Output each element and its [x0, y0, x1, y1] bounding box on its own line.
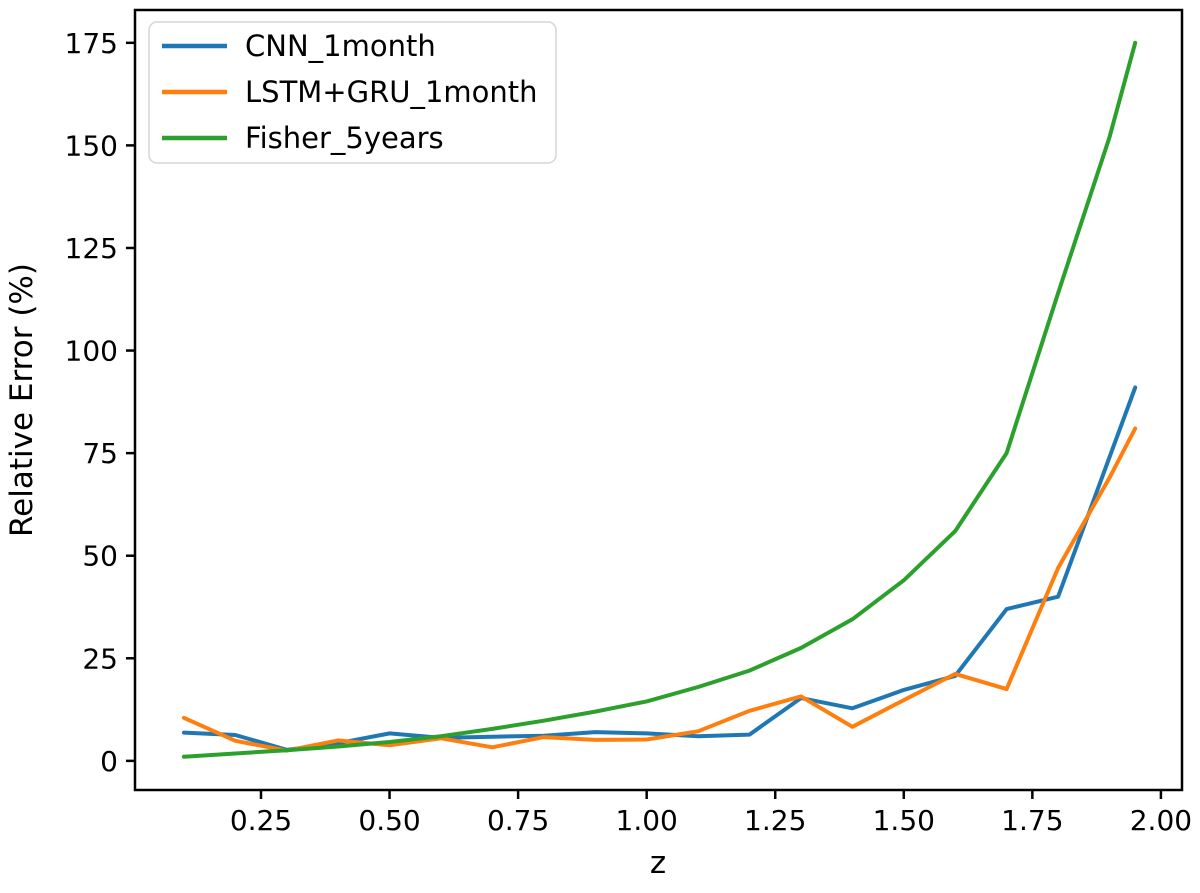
- y-tick-label: 75: [82, 437, 118, 470]
- x-tick-label: 0.25: [230, 804, 292, 837]
- legend-label: Fisher_5years: [245, 121, 444, 155]
- y-tick-label: 175: [65, 27, 118, 60]
- plot-area: 0.25 0.50 0.75 1.00 1.25 1.50 1.75 2.00 0 25 50 75 1…: [65, 8, 1192, 837]
- x-tick-label: 1.75: [1001, 804, 1063, 837]
- legend-frame: [148, 21, 557, 164]
- y-tick-label: 150: [65, 129, 118, 162]
- legend-item: CNN_1month: [162, 29, 436, 63]
- y-axis-label: Relative Error (%): [4, 263, 40, 537]
- y-tick-label: 0: [100, 745, 118, 778]
- y-tick-label: 125: [65, 232, 118, 265]
- y-tick-label: 25: [82, 642, 118, 675]
- legend-label: LSTM+GRU_1month: [245, 75, 538, 109]
- x-tick-label: 2.00: [1130, 804, 1192, 837]
- x-tick-label: 1.25: [744, 804, 806, 837]
- axes-frame: [133, 8, 1184, 792]
- legend-item: Fisher_5years: [162, 121, 444, 155]
- x-tick-label: 1.50: [873, 804, 935, 837]
- y-tick-label: 50: [82, 540, 118, 573]
- series-line-fisher-5years: [181, 40, 1138, 759]
- series-line-lstm-gru-1month: [181, 426, 1138, 753]
- series-line-cnn-1month: [181, 385, 1138, 752]
- legend-item: LSTM+GRU_1month: [162, 75, 538, 109]
- legend-label: CNN_1month: [245, 29, 436, 63]
- legend: CNN_1month LSTM+GRU_1month Fisher_5years: [148, 21, 557, 164]
- y-tick-label: 100: [65, 335, 118, 368]
- x-tick-label: 0.75: [487, 804, 549, 837]
- x-tick-label: 0.50: [358, 804, 420, 837]
- x-axis-label: z: [650, 845, 666, 881]
- x-tick-label: 1.00: [616, 804, 678, 837]
